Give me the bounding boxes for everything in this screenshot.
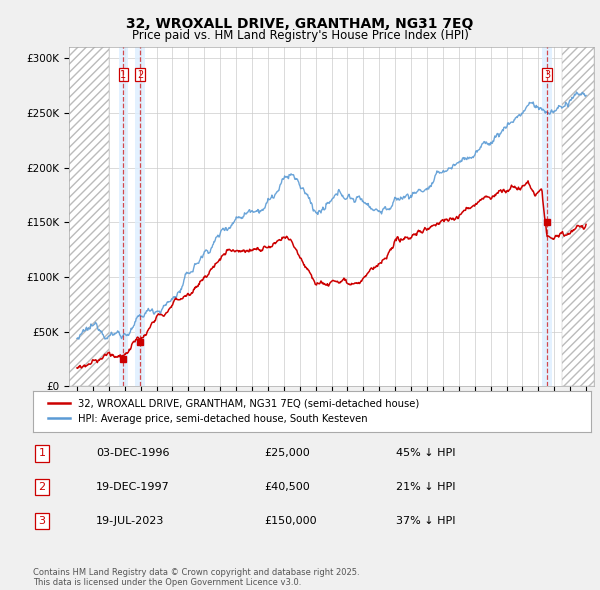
Text: 3: 3 bbox=[38, 516, 46, 526]
Text: Contains HM Land Registry data © Crown copyright and database right 2025.
This d: Contains HM Land Registry data © Crown c… bbox=[33, 568, 359, 587]
Text: 32, WROXALL DRIVE, GRANTHAM, NG31 7EQ: 32, WROXALL DRIVE, GRANTHAM, NG31 7EQ bbox=[127, 17, 473, 31]
Text: 37% ↓ HPI: 37% ↓ HPI bbox=[396, 516, 455, 526]
Text: Price paid vs. HM Land Registry's House Price Index (HPI): Price paid vs. HM Land Registry's House … bbox=[131, 30, 469, 42]
Text: 03-DEC-1996: 03-DEC-1996 bbox=[96, 448, 170, 458]
Text: 1: 1 bbox=[38, 448, 46, 458]
Text: £150,000: £150,000 bbox=[264, 516, 317, 526]
Text: 45% ↓ HPI: 45% ↓ HPI bbox=[396, 448, 455, 458]
Text: 2: 2 bbox=[137, 70, 143, 80]
Text: 3: 3 bbox=[544, 70, 550, 80]
Text: 1: 1 bbox=[121, 70, 127, 80]
Text: £40,500: £40,500 bbox=[264, 482, 310, 492]
Text: 19-JUL-2023: 19-JUL-2023 bbox=[96, 516, 164, 526]
Text: 19-DEC-1997: 19-DEC-1997 bbox=[96, 482, 170, 492]
Legend: 32, WROXALL DRIVE, GRANTHAM, NG31 7EQ (semi-detached house), HPI: Average price,: 32, WROXALL DRIVE, GRANTHAM, NG31 7EQ (s… bbox=[44, 395, 423, 428]
Text: 2: 2 bbox=[38, 482, 46, 492]
Text: 21% ↓ HPI: 21% ↓ HPI bbox=[396, 482, 455, 492]
Text: £25,000: £25,000 bbox=[264, 448, 310, 458]
